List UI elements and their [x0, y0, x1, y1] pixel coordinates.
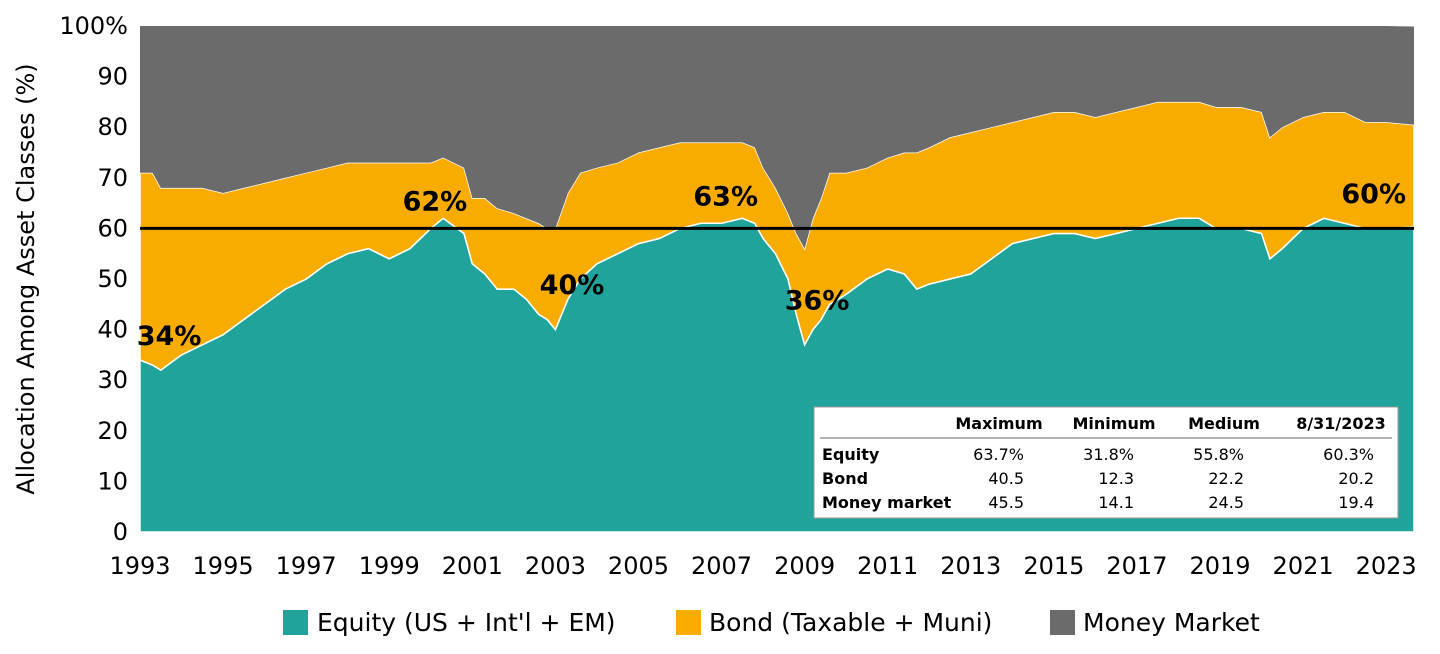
stacked-areas — [139, 26, 1415, 533]
legend-label: Bond (Taxable + Muni) — [709, 608, 992, 637]
area-money — [140, 26, 1414, 249]
x-tick-label: 1995 — [193, 552, 254, 580]
legend: Equity (US + Int'l + EM) Bond (Taxable + … — [283, 608, 1260, 637]
stats-table: Maximum Minimum Medium 8/31/2023 Equity 63.7%… — [813, 406, 1399, 519]
stats-table-cell: 19.4 — [1338, 493, 1374, 512]
x-tick-label: 2023 — [1356, 552, 1417, 580]
x-tick-label: 2015 — [1023, 552, 1084, 580]
stats-table-cell: 12.3 — [1098, 469, 1134, 488]
annotation-label: 36% — [785, 285, 850, 316]
annotations: 34% 62% 40% 63% 36% 60% — [137, 179, 1406, 352]
y-tick-label: 20 — [97, 417, 128, 445]
legend-label: Equity (US + Int'l + EM) — [317, 608, 616, 637]
stats-table-cell: 60.3% — [1323, 445, 1374, 464]
x-tick-label: 2019 — [1189, 552, 1250, 580]
x-tick-label: 2001 — [442, 552, 503, 580]
stats-table-row-label: Equity — [822, 445, 880, 464]
y-tick-label: 70 — [97, 164, 128, 192]
y-tick-label: 50 — [97, 265, 128, 293]
y-tick-label: 80 — [97, 113, 128, 141]
annotation-label: 60% — [1341, 179, 1406, 210]
legend-swatch — [1050, 610, 1075, 635]
y-tick-label: 30 — [97, 366, 128, 394]
x-tick-label: 2003 — [525, 552, 586, 580]
legend-swatch — [283, 610, 308, 635]
annotation-label: 40% — [540, 270, 605, 301]
x-axis-ticks: 1993 1995 1997 1999 2001 2003 2005 2007 2009 2011… — [109, 552, 1416, 580]
annotation-label: 62% — [403, 187, 468, 218]
y-tick-label: 90 — [97, 63, 128, 91]
y-tick-label: 60 — [97, 214, 128, 242]
legend-label: Money Market — [1083, 608, 1260, 637]
legend-swatch — [676, 610, 701, 635]
stats-table-header: Minimum — [1072, 414, 1155, 433]
stats-table-cell: 45.5 — [988, 493, 1024, 512]
x-tick-label: 2017 — [1106, 552, 1167, 580]
x-tick-label: 2013 — [940, 552, 1001, 580]
stats-table-row-label: Money market — [822, 493, 952, 512]
stats-table-cell: 24.5 — [1208, 493, 1244, 512]
x-tick-label: 1997 — [276, 552, 337, 580]
stats-table-row-label: Bond — [822, 469, 868, 488]
stats-table-cell: 63.7% — [973, 445, 1024, 464]
stats-table-cell: 20.2 — [1338, 469, 1374, 488]
x-tick-label: 2011 — [857, 552, 918, 580]
y-axis-ticks: 0 10 20 30 40 50 60 70 80 90 100% — [59, 12, 128, 546]
stats-table-box — [813, 406, 1399, 519]
x-tick-label: 2009 — [774, 552, 835, 580]
stats-table-header: Medium — [1188, 414, 1260, 433]
y-axis-label: Allocation Among Asset Classes (%) — [12, 63, 40, 494]
stats-table-header: 8/31/2023 — [1296, 414, 1386, 433]
x-tick-label: 2005 — [608, 552, 669, 580]
annotation-label: 34% — [137, 321, 202, 352]
stats-table-cell: 22.2 — [1208, 469, 1244, 488]
x-tick-label: 2007 — [691, 552, 752, 580]
annotation-label: 63% — [693, 182, 758, 213]
x-tick-label: 1999 — [359, 552, 420, 580]
x-tick-label: 1993 — [109, 552, 170, 580]
stats-table-cell: 14.1 — [1098, 493, 1134, 512]
stats-table-cell: 55.8% — [1193, 445, 1244, 464]
x-tick-label: 2021 — [1273, 552, 1334, 580]
y-tick-label: 10 — [97, 467, 128, 495]
y-tick-label: 0 — [113, 518, 128, 546]
stats-table-cell: 31.8% — [1083, 445, 1134, 464]
y-tick-label: 40 — [97, 316, 128, 344]
stats-table-header: Maximum — [955, 414, 1042, 433]
y-tick-label: 100% — [59, 12, 128, 40]
stats-table-cell: 40.5 — [988, 469, 1024, 488]
